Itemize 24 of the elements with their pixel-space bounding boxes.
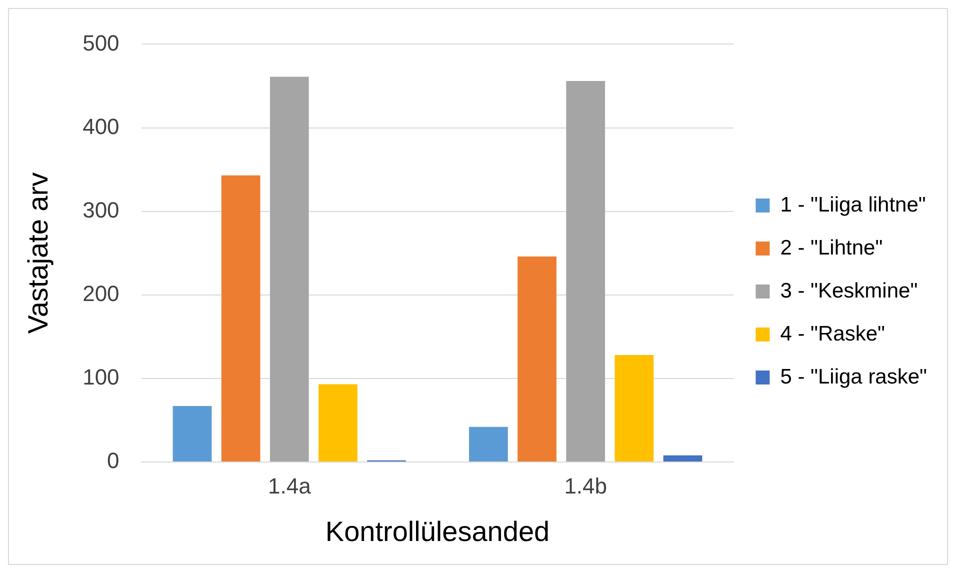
y-tick-label: 0 <box>107 448 120 474</box>
y-tick-label: 200 <box>82 280 120 306</box>
legend-label: 3 - "Keskmine" <box>780 279 918 302</box>
bar <box>318 384 358 462</box>
bar <box>270 76 309 462</box>
bar <box>518 256 556 462</box>
y-tick-label: 500 <box>82 30 120 56</box>
x-axis-title: Kontrollülesanded <box>325 516 550 547</box>
y-tick-label: 400 <box>82 114 120 139</box>
bar <box>221 175 260 462</box>
x-tick-label: 1.4b <box>564 473 608 498</box>
y-tick-label: 100 <box>82 364 120 390</box>
legend-label: 4 - "Raske" <box>780 322 885 346</box>
x-tick-label: 1.4a <box>268 473 312 498</box>
legend-label: 5 - "Liiga raske" <box>780 365 928 388</box>
bar <box>566 80 606 462</box>
bar <box>469 426 508 462</box>
bar <box>663 455 702 462</box>
y-axis-title: Vastajate arv <box>22 172 54 334</box>
bar <box>172 406 212 462</box>
bar <box>614 355 654 462</box>
y-tick-label: 300 <box>82 197 120 222</box>
legend-label: 1 - "Liiga lihtne" <box>780 193 926 216</box>
legend-label: 2 - "Lihtne" <box>780 236 883 260</box>
